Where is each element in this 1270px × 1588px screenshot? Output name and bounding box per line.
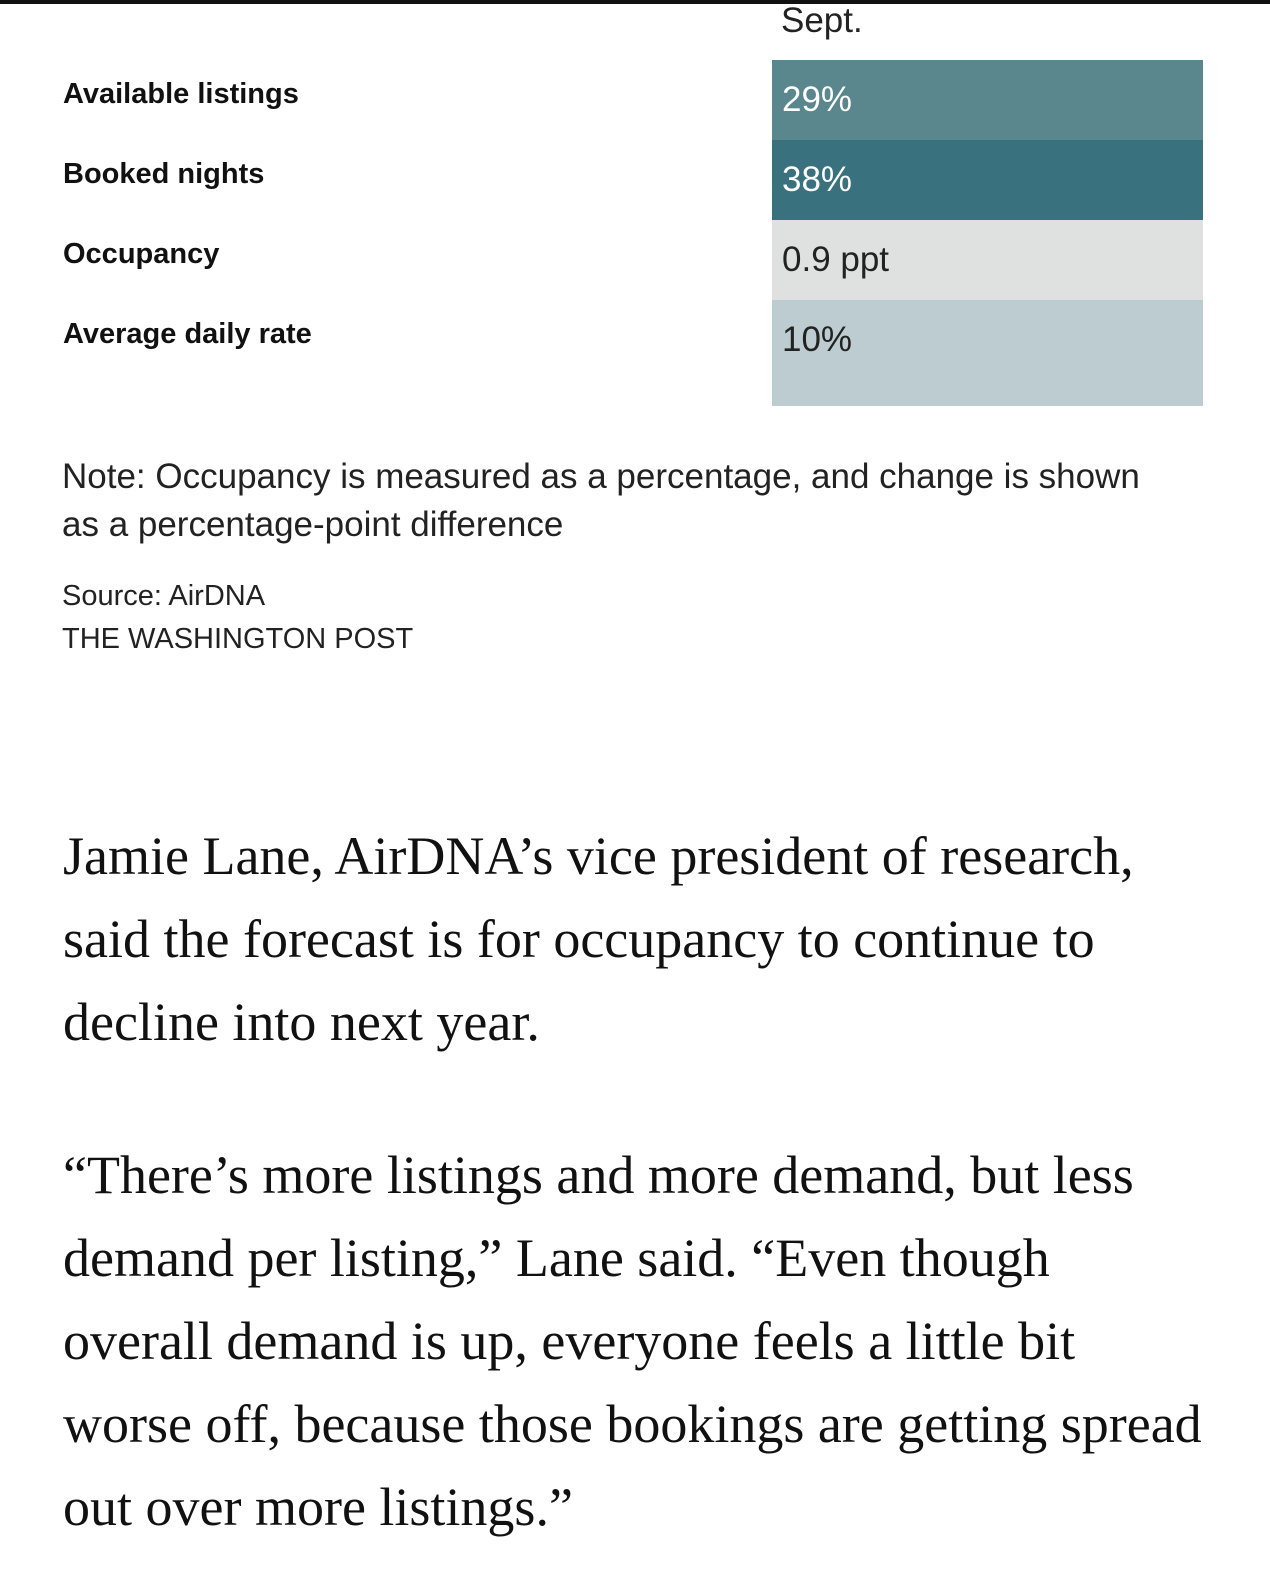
cell-value: 29% <box>782 80 853 119</box>
table-row-booked-nights: Booked nights 38% <box>0 140 1270 220</box>
chart-note: Note: Occupancy is measured as a percent… <box>62 457 1140 544</box>
cell-value: 10% <box>782 320 853 359</box>
value-cell: 0.9 ppt <box>772 220 1203 300</box>
row-label: Average daily rate <box>63 318 312 350</box>
row-label: Occupancy <box>63 238 220 270</box>
cell-value: 0.9 ppt <box>782 240 890 279</box>
article-paragraph: “There’s more listings and more demand, … <box>63 1145 1202 1537</box>
cell-value: 38% <box>782 160 853 199</box>
row-label: Booked nights <box>63 158 265 190</box>
top-rule <box>0 0 1270 4</box>
value-cell: 38% <box>772 140 1203 220</box>
table-row-available-listings: Available listings 29% <box>0 60 1270 140</box>
publisher-credit: THE WASHINGTON POST <box>62 623 414 655</box>
row-label: Available listings <box>63 78 299 110</box>
column-header-sept: Sept. <box>781 1 863 40</box>
table-row-average-daily-rate: Average daily rate 10% <box>0 300 1270 406</box>
chart-source: Source: AirDNA <box>62 580 266 612</box>
value-cell: 10% <box>772 300 1203 406</box>
table-row-occupancy: Occupancy 0.9 ppt <box>0 220 1270 300</box>
article-paragraph: Jamie Lane, AirDNA’s vice president of r… <box>63 826 1134 1052</box>
value-cell: 29% <box>772 60 1203 140</box>
